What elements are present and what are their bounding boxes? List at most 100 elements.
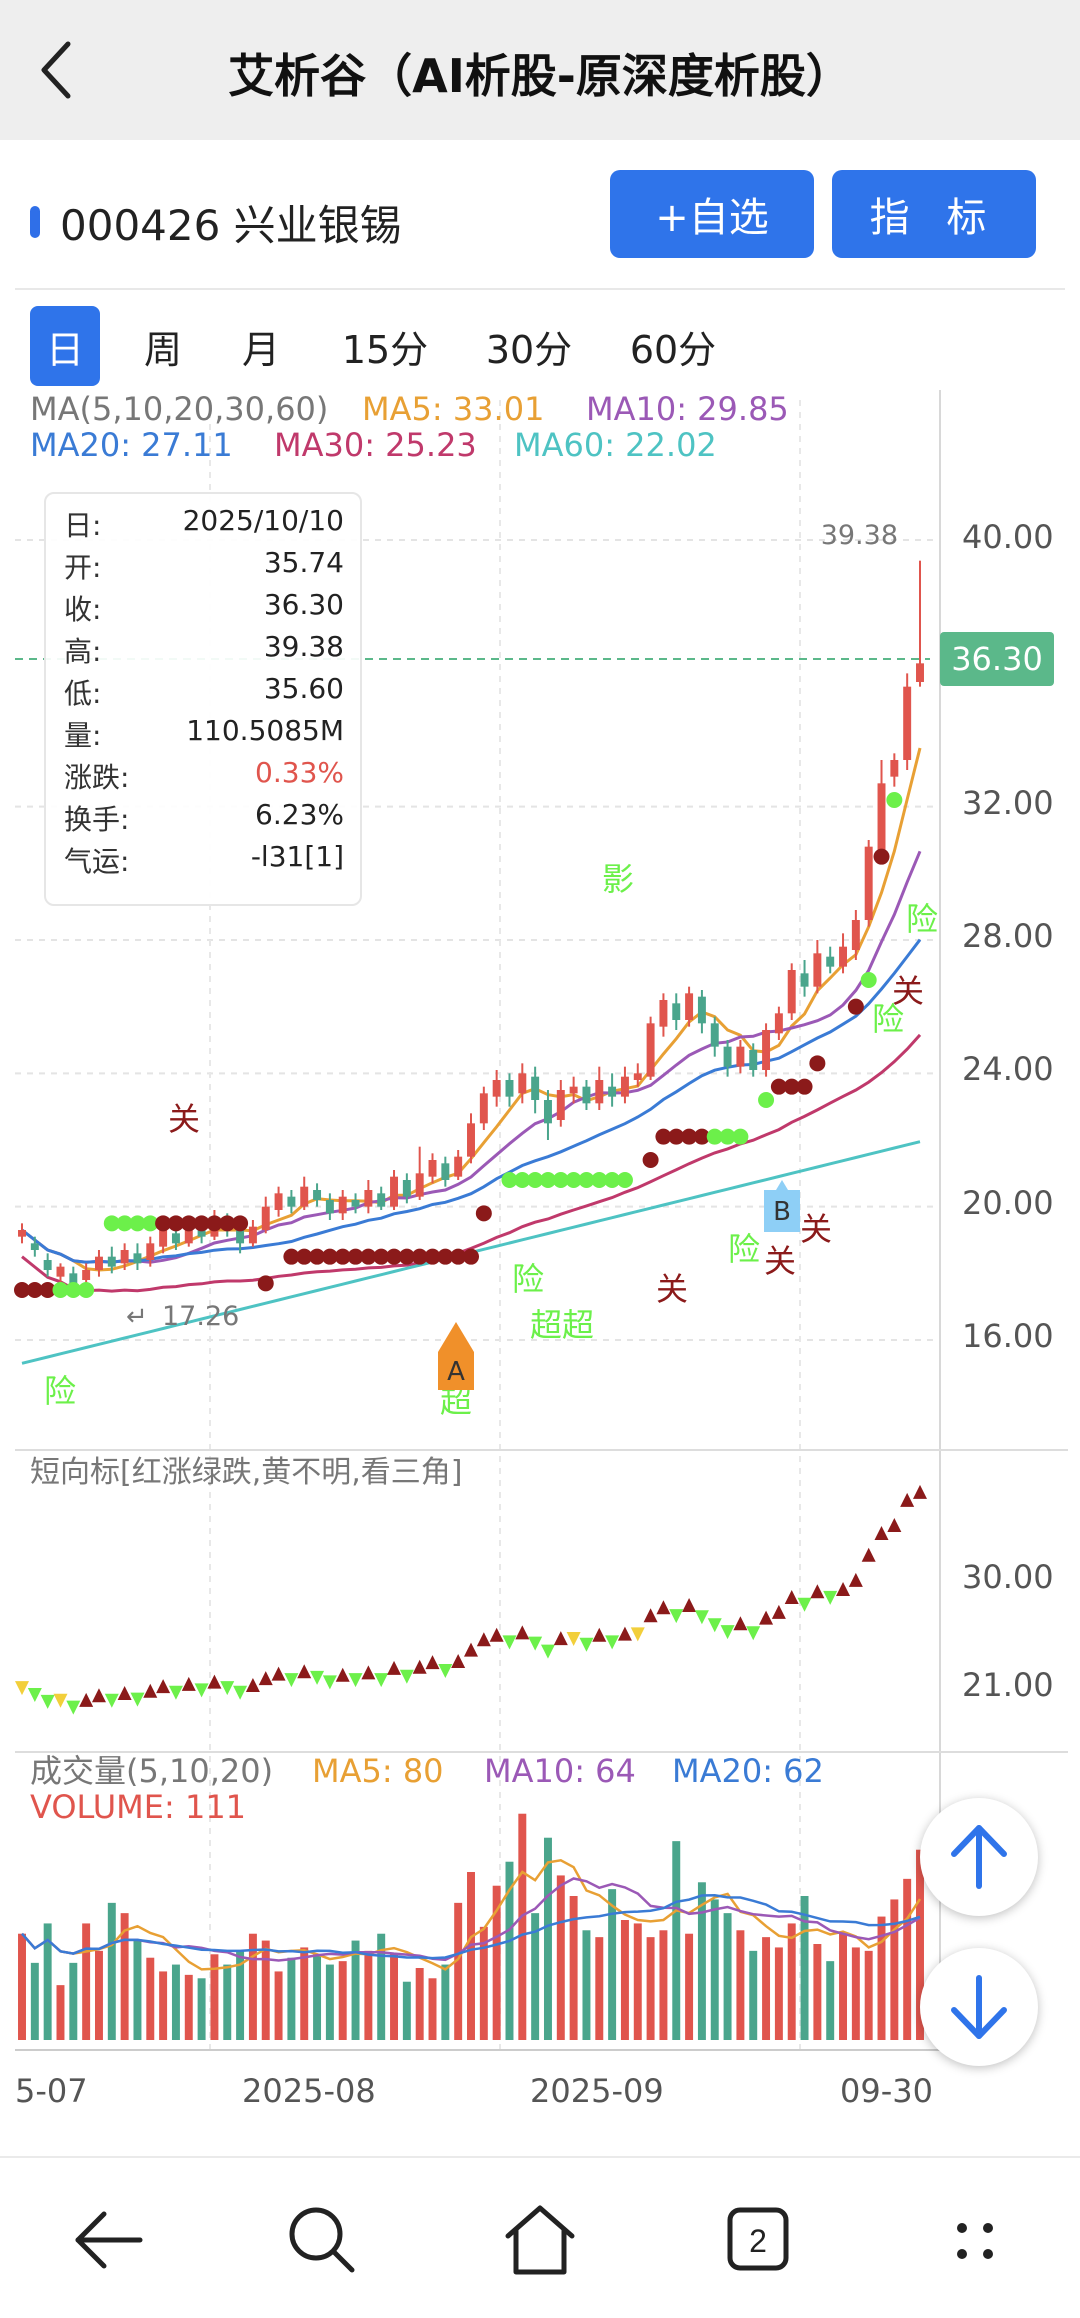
info-value: 6.23%	[255, 798, 344, 831]
candle-body	[184, 1223, 193, 1244]
scroll-down-button[interactable]	[920, 1948, 1038, 2066]
candle-body	[595, 1080, 604, 1104]
tab-day[interactable]: 日	[30, 306, 100, 386]
volume-bar	[505, 1861, 514, 2040]
nav-more-button[interactable]	[924, 2190, 1024, 2290]
tab-week[interactable]: 周	[143, 327, 182, 372]
nav-search-button[interactable]	[272, 2190, 372, 2290]
short-triangle	[40, 1694, 55, 1709]
signal-dot	[616, 1172, 633, 1188]
short-triangle	[220, 1681, 235, 1696]
ohlc-info-box: 日: 2025/10/10 开: 35.74 收: 36.30 高: 39.38 低: 3…	[44, 492, 362, 906]
volume-bar	[56, 1985, 65, 2040]
candle-body	[710, 1023, 719, 1047]
candle-body	[94, 1256, 103, 1270]
vol-ma20-label: MA20: 62	[672, 1752, 824, 1790]
info-value: -l31[1]	[250, 840, 344, 873]
signal-dot	[373, 1248, 390, 1265]
short-triangle	[733, 1616, 748, 1631]
tab-month[interactable]: 月	[241, 327, 280, 372]
volume-bar	[364, 1950, 373, 2040]
volume-bar	[839, 1933, 848, 2040]
short-triangle	[104, 1693, 119, 1708]
signal-dot	[860, 972, 877, 988]
short-triangle	[387, 1660, 402, 1675]
info-value: 110.5085M	[186, 714, 344, 747]
nav-back-button[interactable]	[58, 2190, 158, 2290]
signal-dot	[565, 1172, 582, 1188]
info-key: 开:	[64, 551, 102, 584]
ma-legend-title: MA(5,10,20,30,60)	[30, 390, 328, 428]
tab-15min[interactable]: 15分	[341, 327, 429, 372]
volume-bar	[903, 1878, 912, 2040]
volume-bar	[543, 1837, 552, 2040]
signal-guan: 关	[168, 1100, 200, 1138]
short-triangle	[233, 1685, 248, 1700]
short-triangle	[476, 1632, 491, 1647]
candle-body	[82, 1270, 91, 1280]
short-triangle	[874, 1526, 889, 1540]
indicator-button[interactable]: 指 标	[832, 170, 1036, 258]
volume-bar	[107, 1902, 116, 2040]
short-triangle	[451, 1654, 466, 1668]
short-triangle	[374, 1673, 389, 1688]
signal-dot	[167, 1215, 184, 1232]
short-triangle	[297, 1664, 312, 1679]
price-tick: 16.00	[962, 1317, 1054, 1355]
nav-home-button[interactable]	[490, 2190, 590, 2290]
signal-dot	[450, 1248, 467, 1265]
candle-body	[646, 1023, 655, 1077]
volume-bar	[236, 1950, 245, 2040]
short-triangle	[322, 1675, 337, 1690]
volume-bar	[890, 1899, 899, 2040]
ma60-label: MA60: 22.02	[514, 426, 717, 464]
info-value: 2025/10/10	[182, 504, 344, 537]
signal-dot	[604, 1172, 621, 1188]
signal-dot	[142, 1215, 159, 1232]
short-tick: 21.00	[962, 1666, 1054, 1704]
candle-body	[274, 1193, 283, 1210]
candle-body	[18, 1230, 26, 1237]
signal-dot	[14, 1282, 30, 1298]
candle-body	[531, 1076, 540, 1100]
volume-bar	[390, 1954, 399, 2040]
short-triangle	[669, 1609, 684, 1624]
signal-xian: 险	[44, 1372, 76, 1410]
candle-body	[390, 1176, 399, 1207]
short-triangle	[79, 1692, 94, 1707]
signal-dot	[809, 1055, 826, 1072]
short-triangle	[245, 1678, 260, 1692]
tab-60min[interactable]: 60分	[629, 327, 717, 372]
candle-body	[903, 686, 912, 760]
scroll-up-button[interactable]	[920, 1798, 1038, 1916]
short-triangle	[823, 1590, 838, 1605]
signal-guan: 关	[764, 1242, 796, 1280]
volume-bar	[620, 1920, 629, 2040]
signal-dot	[360, 1248, 377, 1265]
short-triangle	[746, 1626, 761, 1641]
short-indicator-title: 短向标[红涨绿跌,黄不明,看三角]	[30, 1455, 462, 1490]
volume-bar	[210, 1954, 219, 2040]
nav-tabs-button[interactable]: 2	[708, 2190, 808, 2290]
tab-30min[interactable]: 30分	[485, 327, 573, 372]
price-tick: 20.00	[962, 1184, 1054, 1222]
volume-bar	[659, 1930, 668, 2040]
info-value: 39.38	[263, 630, 344, 663]
stock-chart[interactable]: MA(5,10,20,30,60) MA5: 33.01 MA10: 29.85…	[0, 390, 1080, 2130]
info-key: 涨跌:	[64, 761, 130, 794]
candle-body	[813, 953, 822, 987]
volume-bar	[710, 1899, 719, 2040]
candle-body	[69, 1273, 78, 1287]
volume-bar	[313, 1954, 322, 2040]
signal-dot	[578, 1172, 595, 1188]
volume-bar	[595, 1937, 604, 2040]
short-triangle	[502, 1635, 517, 1650]
add-watchlist-button[interactable]: +自选	[610, 170, 814, 258]
candle-body	[582, 1086, 591, 1104]
chevron-left-icon	[41, 41, 71, 99]
back-button[interactable]	[30, 30, 90, 110]
candle-body	[377, 1193, 386, 1207]
volume-bar	[415, 1968, 424, 2040]
signal-dot	[129, 1215, 146, 1232]
signal-dot	[334, 1248, 351, 1265]
